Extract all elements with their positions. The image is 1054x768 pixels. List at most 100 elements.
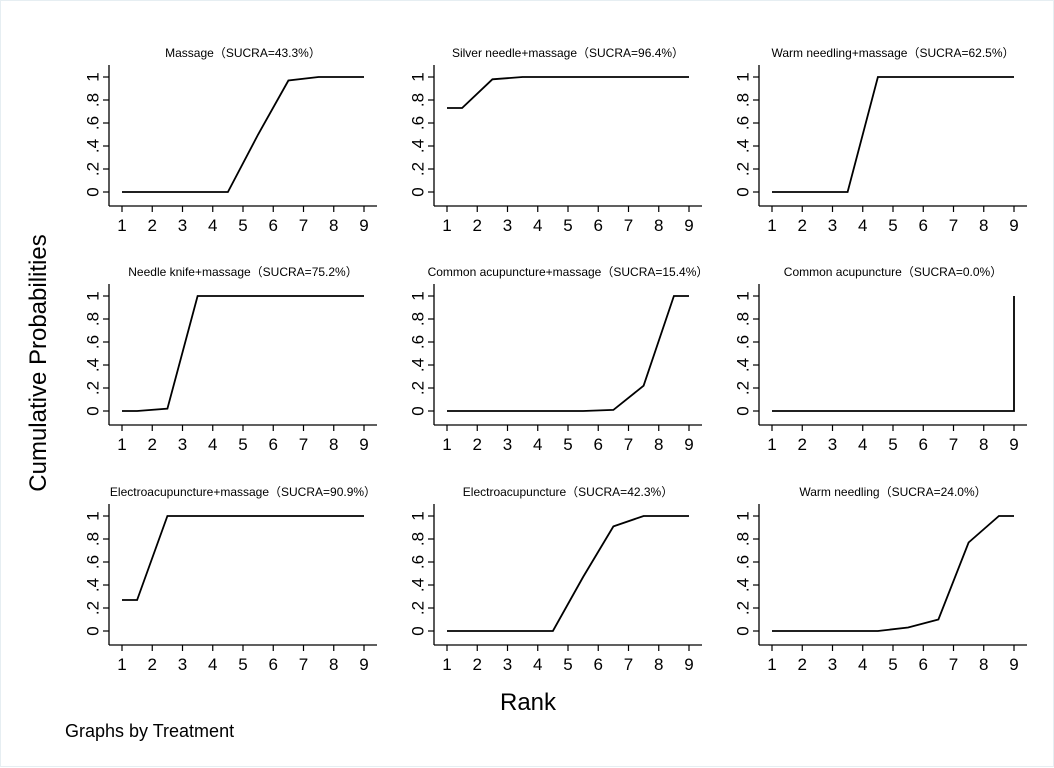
x-tick-label: 2 [798, 216, 807, 235]
chart-panel: Needle knife+massage（SUCRA=75.2%） 0 .2 .4 .6… [84, 265, 377, 454]
x-tick-label: 7 [949, 655, 958, 674]
y-tick-label: 0 [84, 187, 103, 196]
x-tick-label: 8 [654, 655, 663, 674]
series-line [122, 76, 364, 193]
x-tick-label: 9 [684, 655, 693, 674]
x-tick-label: 7 [949, 216, 958, 235]
x-tick-label: 7 [624, 655, 633, 674]
x-tick-label: 1 [767, 655, 776, 674]
x-tick-label: 3 [178, 655, 187, 674]
y-tick-label: 0 [409, 187, 428, 196]
x-tick-label: 4 [858, 655, 867, 674]
x-tick-label: 6 [919, 216, 928, 235]
series-line [772, 76, 1014, 193]
x-tick-label: 5 [563, 435, 572, 454]
x-tick-label: 8 [654, 435, 663, 454]
x-tick-label: 3 [828, 216, 837, 235]
x-tick-label: 1 [442, 435, 451, 454]
y-tick-label: 0 [734, 406, 753, 415]
x-tick-label: 1 [442, 655, 451, 674]
panel-title: Warm needling+massage（SUCRA=62.5%） [772, 46, 1015, 60]
y-tick-label: .6 [734, 555, 753, 569]
x-tick-label: 1 [767, 216, 776, 235]
chart-panel: Warm needling（SUCRA=24.0%） 0 .2 .4 .6 .8 1 1 2 3 4… [734, 485, 1027, 674]
x-tick-label: 6 [269, 655, 278, 674]
x-tick-label: 2 [473, 655, 482, 674]
y-tick-label: 1 [84, 72, 103, 81]
x-tick-label: 5 [238, 435, 247, 454]
y-tick-label: .4 [734, 139, 753, 153]
x-tick-label: 8 [979, 435, 988, 454]
x-tick-label: 5 [888, 435, 897, 454]
x-tick-label: 9 [359, 435, 368, 454]
y-tick-label: 1 [409, 291, 428, 300]
x-tick-label: 4 [858, 216, 867, 235]
series-line [447, 295, 689, 412]
x-tick-label: 6 [594, 655, 603, 674]
x-tick-label: 2 [473, 435, 482, 454]
x-tick-label: 6 [594, 216, 603, 235]
x-tick-label: 6 [919, 655, 928, 674]
panel-title: Needle knife+massage（SUCRA=75.2%） [128, 265, 357, 279]
chart-panel: Electroacupuncture+massage（SUCRA=90.9%） 0… [84, 485, 377, 674]
y-tick-label: .4 [84, 578, 103, 592]
series-line [447, 515, 689, 632]
panel-title: Common acupuncture（SUCRA=0.0%） [784, 265, 1002, 279]
chart-panel: Silver needle+massage（SUCRA=96.4%） 0 .2 .4.… [409, 46, 702, 235]
chart-panel: Common acupuncture（SUCRA=0.0%） 0 .2 .4 .6 .8 1… [734, 265, 1027, 454]
y-tick-label: .4 [409, 139, 428, 153]
x-tick-label: 5 [563, 216, 572, 235]
y-tick-label: 0 [409, 626, 428, 635]
x-tick-label: 5 [563, 655, 572, 674]
x-tick-label: 9 [359, 216, 368, 235]
x-tick-label: 6 [269, 216, 278, 235]
y-tick-label: 0 [734, 626, 753, 635]
y-tick-label: .2 [409, 601, 428, 615]
panel-title: Electroacupuncture（SUCRA=42.3%） [463, 485, 673, 499]
x-tick-label: 9 [1009, 655, 1018, 674]
series-line [772, 296, 1015, 412]
y-tick-label: .8 [84, 93, 103, 107]
y-tick-label: 1 [409, 511, 428, 520]
x-tick-label: 8 [329, 216, 338, 235]
x-tick-label: 3 [503, 216, 512, 235]
y-tick-label: .4 [409, 578, 428, 592]
x-tick-label: 7 [624, 435, 633, 454]
panel-title: Massage（SUCRA=43.3%） [165, 46, 321, 60]
y-tick-label: .6 [734, 335, 753, 349]
x-tick-label: 6 [269, 435, 278, 454]
y-tick-label: .8 [409, 532, 428, 546]
x-tick-label: 2 [148, 655, 157, 674]
y-tick-label: .4 [734, 358, 753, 372]
chart-panel: Electroacupuncture（SUCRA=42.3%） 0 .2 .4 .6 .8… [409, 485, 702, 674]
x-tick-label: 9 [684, 216, 693, 235]
x-tick-label: 2 [148, 216, 157, 235]
y-tick-label: 0 [409, 406, 428, 415]
y-tick-label: 0 [84, 406, 103, 415]
x-tick-label: 3 [178, 435, 187, 454]
x-tick-label: 5 [888, 216, 897, 235]
y-tick-label: .4 [84, 139, 103, 153]
y-tick-label: .2 [734, 601, 753, 615]
y-tick-label: .6 [84, 555, 103, 569]
y-tick-label: 1 [734, 291, 753, 300]
x-tick-label: 3 [178, 216, 187, 235]
x-tick-label: 3 [503, 655, 512, 674]
y-tick-label: .2 [84, 381, 103, 395]
x-tick-label: 3 [828, 655, 837, 674]
panel-title: Electroacupuncture+massage（SUCRA=90.9%） [110, 485, 376, 499]
x-tick-label: 4 [533, 216, 542, 235]
chart-panel: Common acupuncture+massage（SUCRA=15.4%） 0… [409, 265, 709, 454]
y-tick-label: 1 [409, 72, 428, 81]
x-tick-label: 2 [148, 435, 157, 454]
y-axis-label: Cumulative Probabilities [25, 234, 52, 492]
y-tick-label: .6 [409, 116, 428, 130]
y-tick-label: .6 [84, 116, 103, 130]
x-tick-label: 1 [767, 435, 776, 454]
x-tick-label: 7 [949, 435, 958, 454]
y-tick-label: .8 [84, 532, 103, 546]
x-tick-label: 1 [117, 216, 126, 235]
y-tick-label: .2 [409, 162, 428, 176]
series-line [447, 76, 689, 109]
